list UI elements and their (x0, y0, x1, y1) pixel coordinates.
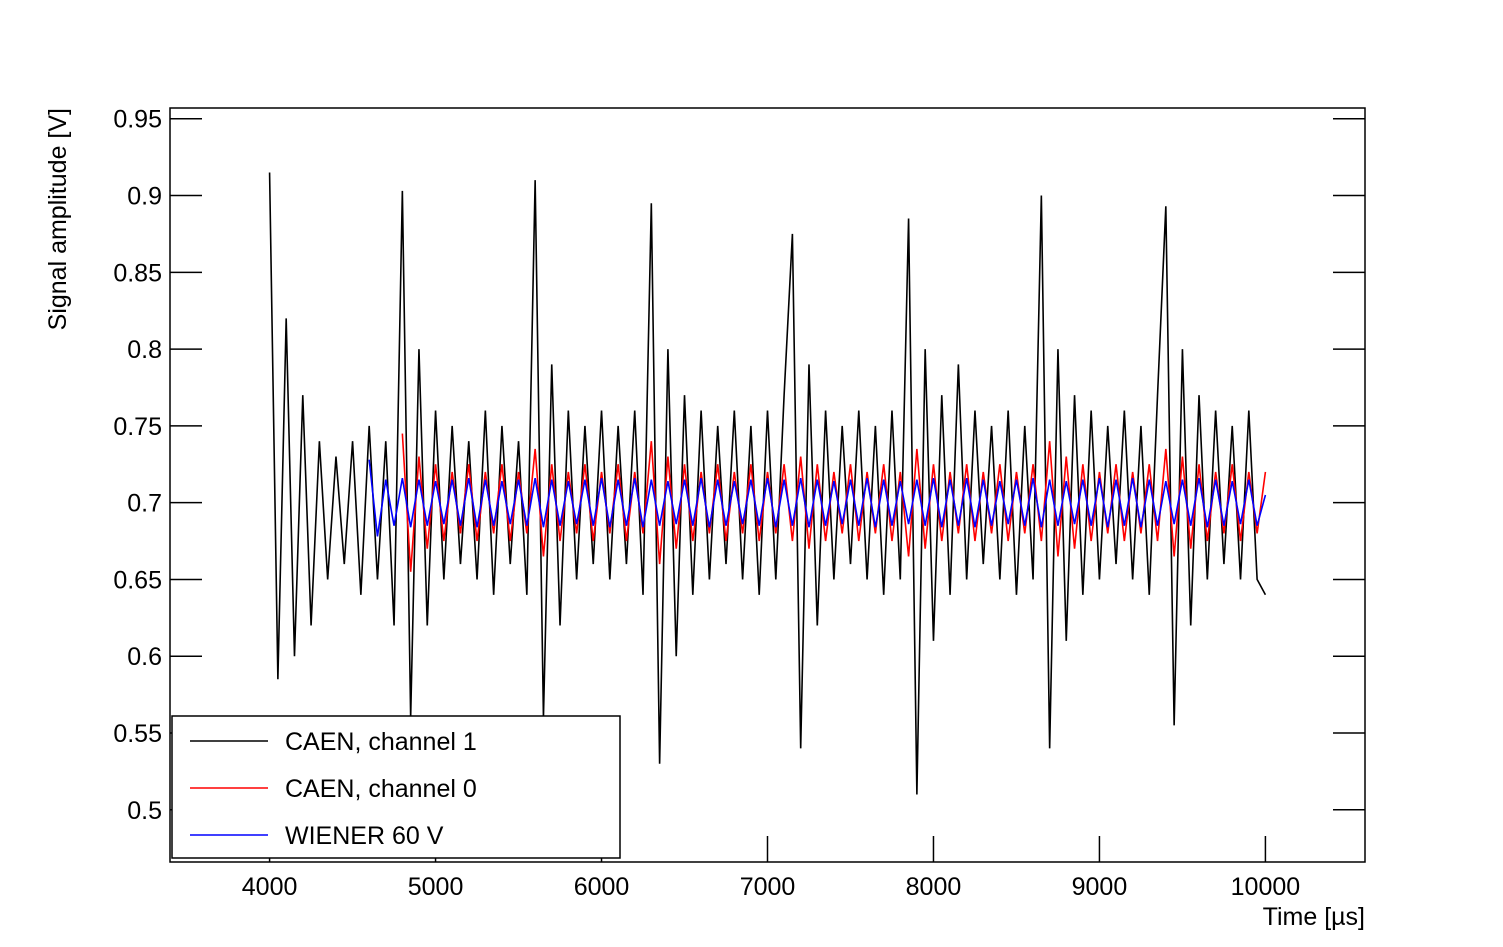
y-tick-label: 0.9 (127, 183, 162, 211)
series-line (368, 459, 1267, 537)
x-tick-label: 4000 (242, 873, 298, 901)
y-tick-label: 0.55 (113, 720, 162, 748)
x-tick-label: 8000 (906, 873, 962, 901)
series-line (401, 433, 1267, 572)
legend-label: WIENER 60 V (285, 822, 444, 850)
y-tick-label: 0.8 (127, 336, 162, 364)
x-tick-label: 9000 (1072, 873, 1128, 901)
y-tick-label: 0.75 (113, 413, 162, 441)
y-tick-label: 0.65 (113, 566, 162, 594)
series-line (268, 172, 1267, 795)
y-axis-label: Signal amplitude [V] (44, 108, 72, 330)
x-tick-label: 7000 (740, 873, 796, 901)
y-tick-label: 0.85 (113, 259, 162, 287)
x-tick-label: 5000 (408, 873, 464, 901)
legend-box (171, 715, 621, 859)
y-tick-label: 0.95 (113, 106, 162, 134)
x-axis-label: Time [µs] (1263, 903, 1365, 931)
y-tick-label: 0.7 (127, 490, 162, 518)
legend-label: CAEN, channel 1 (285, 728, 477, 756)
legend-label: CAEN, channel 0 (285, 775, 477, 803)
plot-lines (268, 172, 1267, 795)
x-tick-label: 10000 (1231, 873, 1301, 901)
x-tick-label: 6000 (574, 873, 630, 901)
y-tick-label: 0.5 (127, 797, 162, 825)
y-tick-label: 0.6 (127, 643, 162, 671)
